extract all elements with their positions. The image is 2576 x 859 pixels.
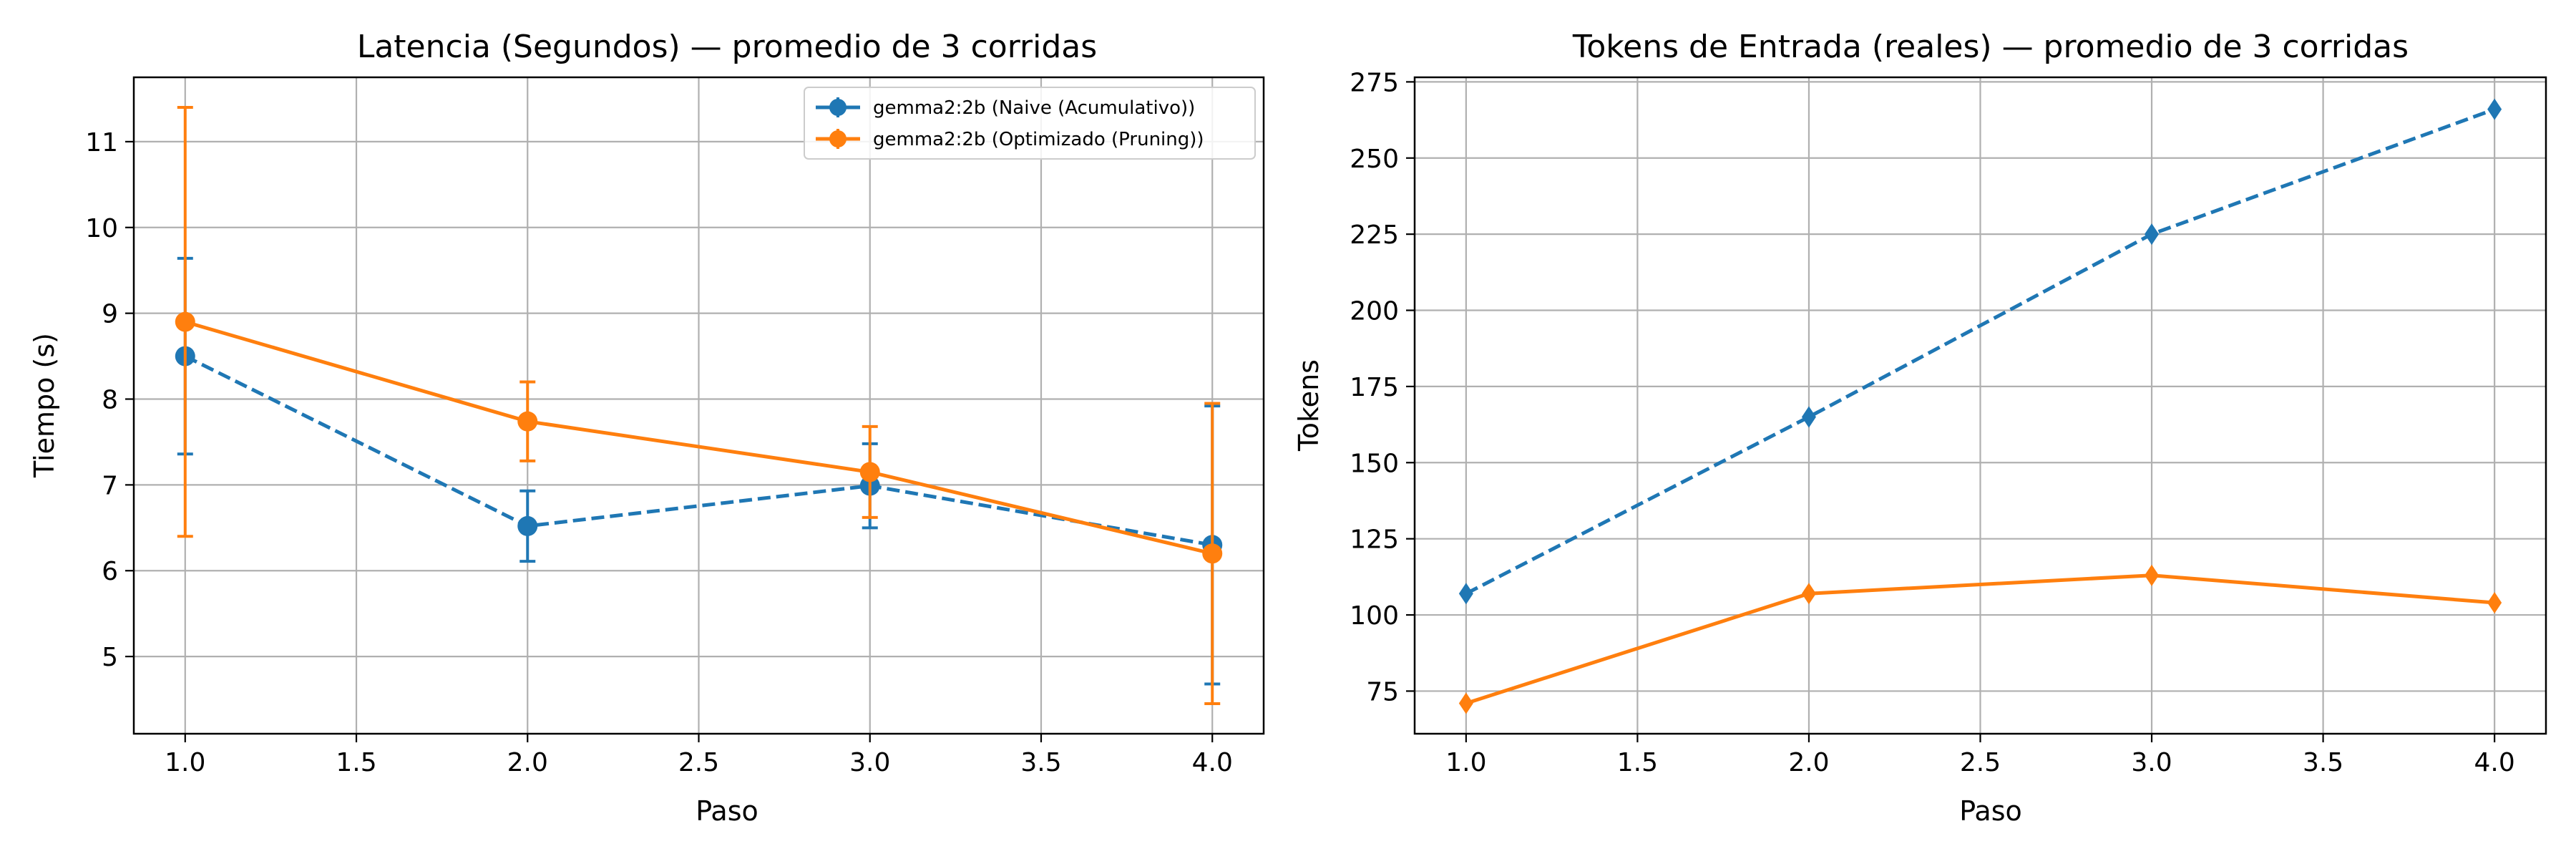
tokens-y-tick-label: 75 xyxy=(1366,677,1399,707)
tokens-data-point xyxy=(1458,583,1473,605)
tokens-x-tick-label: 3.0 xyxy=(2131,748,2172,777)
latency-x-tick-label: 4.0 xyxy=(1192,748,1233,777)
tokens-x-tick-label: 1.0 xyxy=(1445,748,1486,777)
tokens-axes-frame xyxy=(1413,76,2547,735)
tokens-series-naive xyxy=(1458,98,2502,605)
latency-chart: Latencia (Segundos) — promedio de 3 corr… xyxy=(29,29,1265,827)
latency-series-optimized xyxy=(175,105,1223,706)
tokens-x-tick-label: 4.0 xyxy=(2474,748,2515,777)
tokens-y-tick-label: 150 xyxy=(1350,449,1399,478)
tokens-x-axis-label: Paso xyxy=(1959,795,2022,827)
latency-axes-frame xyxy=(132,76,1265,735)
tokens-series-line xyxy=(1465,107,2495,596)
latency-x-tick-label: 1.5 xyxy=(336,748,376,777)
tokens-x-tick-label: 2.5 xyxy=(1960,748,2001,777)
latency-y-tick-label: 10 xyxy=(85,214,118,243)
legend-box xyxy=(804,87,1256,160)
latency-y-axis-label: Tiempo (s) xyxy=(29,333,60,478)
tokens-data-point xyxy=(2487,98,2502,120)
tokens-y-tick-label: 125 xyxy=(1350,525,1399,555)
latency-series-line xyxy=(184,354,1213,547)
latency-x-tick-label: 3.0 xyxy=(849,748,890,777)
latency-data-point xyxy=(859,462,880,482)
tokens-y-tick-label: 275 xyxy=(1350,68,1399,97)
legend-label: gemma2:2b (Naive (Acumulativo)) xyxy=(873,97,1195,119)
latency-y-tick-label: 5 xyxy=(102,643,118,672)
latency-x-tick-label: 3.5 xyxy=(1020,748,1061,777)
tokens-series-optimized xyxy=(1458,564,2502,714)
latency-y-tick-label: 7 xyxy=(102,471,118,500)
latency-x-axis-label: Paso xyxy=(696,795,758,827)
tokens-y-tick-label: 225 xyxy=(1350,220,1399,250)
legend-marker xyxy=(829,99,847,116)
latency-chart-title: Latencia (Segundos) — promedio de 3 corr… xyxy=(357,29,1097,65)
latency-data-point xyxy=(175,311,195,332)
latency-x-tick-label: 2.5 xyxy=(678,748,719,777)
tokens-x-tick-label: 3.5 xyxy=(2303,748,2343,777)
tokens-x-tick-label: 2.0 xyxy=(1788,748,1829,777)
latency-legend: gemma2:2b (Naive (Acumulativo)) gemma2:2b… xyxy=(804,87,1256,160)
tokens-data-point xyxy=(2487,592,2502,614)
tokens-x-tick-label: 1.5 xyxy=(1617,748,1658,777)
latency-data-point xyxy=(1202,543,1223,564)
legend-marker xyxy=(829,130,847,147)
latency-y-tick-label: 9 xyxy=(102,300,118,329)
tokens-y-axis-label: Tokens xyxy=(1293,359,1324,452)
tokens-data-point xyxy=(1458,692,1473,714)
latency-y-tick-label: 11 xyxy=(85,128,118,157)
tokens-data-point xyxy=(2145,564,2160,586)
tokens-y-tick-label: 250 xyxy=(1350,145,1399,174)
tokens-chart-title: Tokens de Entrada (reales) — promedio de… xyxy=(1572,29,2409,65)
latency-y-tick-label: 8 xyxy=(102,386,118,415)
latency-series-line xyxy=(185,320,1213,555)
tokens-chart: Tokens de Entrada (reales) — promedio de… xyxy=(1293,29,2547,827)
latency-data-point xyxy=(517,515,538,536)
latency-data-point xyxy=(517,411,538,432)
tokens-data-point xyxy=(2145,223,2160,246)
latency-x-tick-label: 1.0 xyxy=(165,748,205,777)
latency-y-tick-label: 6 xyxy=(102,557,118,586)
latency-x-tick-label: 2.0 xyxy=(507,748,548,777)
tokens-data-point xyxy=(1801,583,1816,605)
tokens-y-tick-label: 175 xyxy=(1350,373,1399,402)
tokens-data-point xyxy=(1801,406,1816,428)
legend-label: gemma2:2b (Optimizado (Pruning)) xyxy=(873,129,1204,150)
tokens-y-tick-label: 100 xyxy=(1350,601,1399,631)
tokens-y-tick-label: 200 xyxy=(1350,297,1399,326)
tokens-series-line xyxy=(1465,573,2495,705)
